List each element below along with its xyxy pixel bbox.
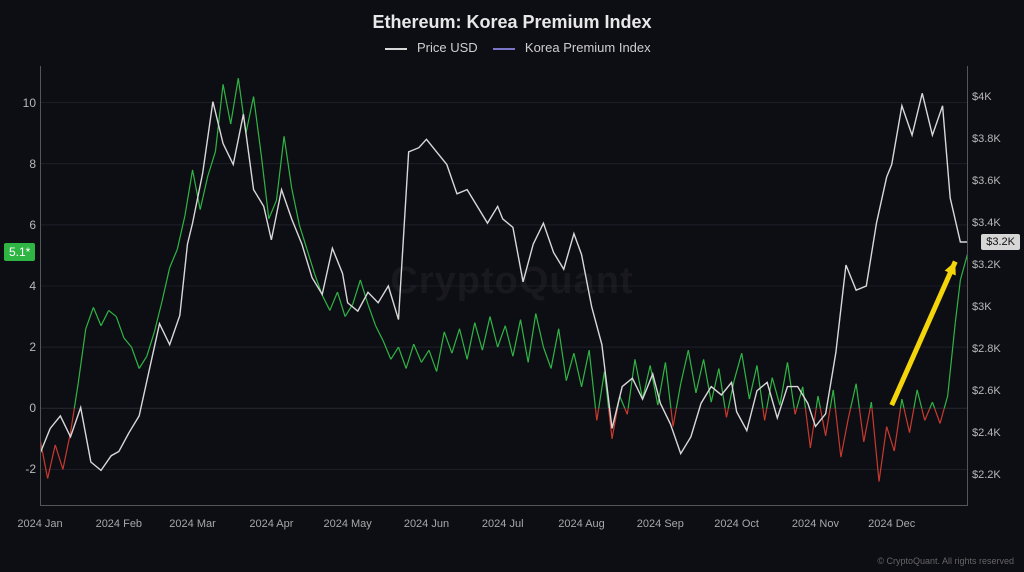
y-left-tick-label: 10 xyxy=(6,96,36,110)
y-right-tick-label: $3K xyxy=(972,301,1018,313)
y-right-tick-label: $3.4K xyxy=(972,217,1018,229)
x-tick-label: 2024 May xyxy=(323,518,371,530)
x-tick-label: 2024 Apr xyxy=(249,518,293,530)
y-right-tick-label: $3.8K xyxy=(972,133,1018,145)
y-right-tick-label: $3.2K xyxy=(972,259,1018,271)
y-left-tick-label: 4 xyxy=(6,279,36,293)
plot-area xyxy=(40,66,968,506)
x-tick-label: 2024 Mar xyxy=(169,518,215,530)
y-left-current-tag: 5.1* xyxy=(4,243,35,261)
x-tick-label: 2024 Jul xyxy=(482,518,524,530)
legend-label-kpi: Korea Premium Index xyxy=(525,40,651,55)
chart-title: Ethereum: Korea Premium Index xyxy=(0,12,1024,33)
y-left-tick-label: 8 xyxy=(6,157,36,171)
legend-swatch-price xyxy=(385,48,407,50)
x-tick-label: 2024 Sep xyxy=(637,518,684,530)
y-right-tick-label: $2.6K xyxy=(972,385,1018,397)
y-right-tick-label: $2.4K xyxy=(972,427,1018,439)
x-tick-label: 2024 Feb xyxy=(96,518,142,530)
copyright: © CryptoQuant. All rights reserved xyxy=(877,556,1014,566)
x-tick-label: 2024 Dec xyxy=(868,518,915,530)
x-tick-label: 2024 Jan xyxy=(17,518,62,530)
chart-svg xyxy=(40,66,968,506)
y-right-tick-label: $4K xyxy=(972,91,1018,103)
x-tick-label: 2024 Aug xyxy=(558,518,605,530)
x-tick-label: 2024 Oct xyxy=(714,518,759,530)
y-left-tick-label: 2 xyxy=(6,340,36,354)
legend-swatch-kpi xyxy=(493,48,515,50)
y-right-tick-label: $2.8K xyxy=(972,343,1018,355)
x-tick-label: 2024 Jun xyxy=(404,518,449,530)
y-right-current-tag: $3.2K xyxy=(981,234,1020,250)
y-left-tick-label: -2 xyxy=(6,462,36,476)
y-right-tick-label: $3.6K xyxy=(972,175,1018,187)
x-tick-label: 2024 Nov xyxy=(792,518,839,530)
y-left-tick-label: 0 xyxy=(6,401,36,415)
legend-label-price: Price USD xyxy=(417,40,478,55)
y-left-tick-label: 6 xyxy=(6,218,36,232)
y-right-tick-label: $2.2K xyxy=(972,469,1018,481)
chart-legend: Price USD Korea Premium Index xyxy=(0,40,1024,55)
chart-container: Ethereum: Korea Premium Index Price USD … xyxy=(0,0,1024,572)
